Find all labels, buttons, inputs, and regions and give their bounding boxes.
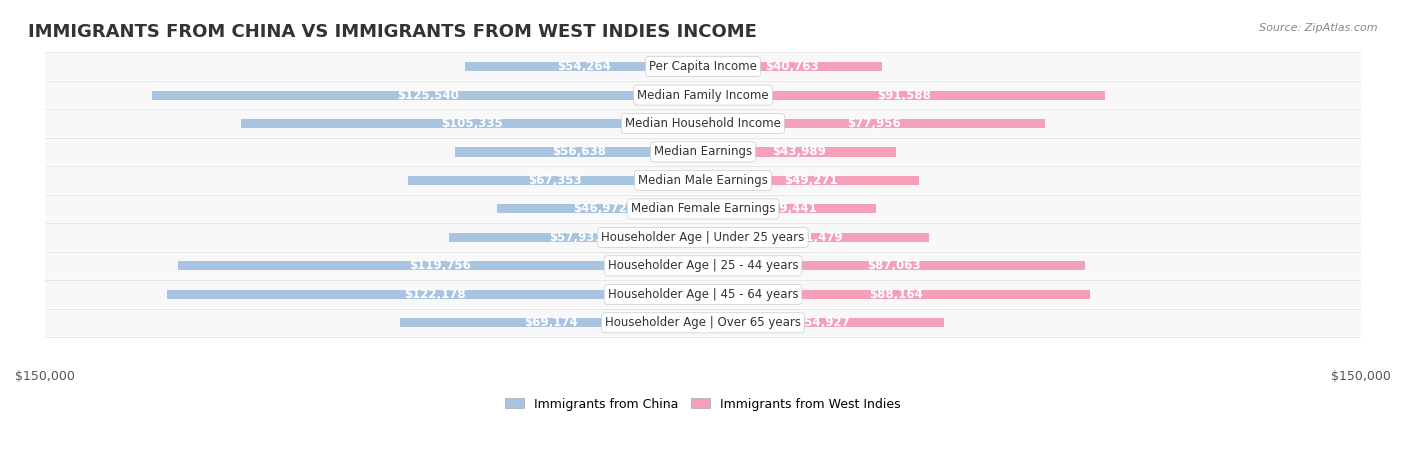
Bar: [703, 318, 943, 327]
Text: $57,931: $57,931: [550, 231, 603, 244]
Bar: [177, 262, 703, 270]
Text: $88,164: $88,164: [869, 288, 924, 301]
FancyBboxPatch shape: [45, 138, 1361, 166]
Text: $49,271: $49,271: [785, 174, 838, 187]
Text: Median Family Income: Median Family Income: [637, 89, 769, 101]
FancyBboxPatch shape: [45, 224, 1361, 251]
Text: $46,972: $46,972: [574, 202, 627, 215]
Text: Median Female Earnings: Median Female Earnings: [631, 202, 775, 215]
FancyBboxPatch shape: [45, 110, 1361, 137]
Text: Source: ZipAtlas.com: Source: ZipAtlas.com: [1260, 23, 1378, 33]
Text: Median Earnings: Median Earnings: [654, 146, 752, 158]
Text: Householder Age | 25 - 44 years: Householder Age | 25 - 44 years: [607, 259, 799, 272]
Bar: [703, 91, 1105, 99]
Text: $77,956: $77,956: [848, 117, 901, 130]
Text: $56,638: $56,638: [551, 146, 606, 158]
Text: Householder Age | Over 65 years: Householder Age | Over 65 years: [605, 316, 801, 329]
Bar: [167, 290, 703, 299]
FancyBboxPatch shape: [45, 195, 1361, 223]
Text: $119,756: $119,756: [409, 259, 471, 272]
Bar: [240, 119, 703, 128]
FancyBboxPatch shape: [45, 309, 1361, 336]
Text: $87,063: $87,063: [868, 259, 921, 272]
Bar: [454, 148, 703, 156]
Bar: [465, 62, 703, 71]
Text: $91,588: $91,588: [877, 89, 931, 101]
Text: $51,479: $51,479: [789, 231, 842, 244]
Text: Median Household Income: Median Household Income: [626, 117, 780, 130]
Bar: [152, 91, 703, 99]
Text: $40,763: $40,763: [766, 60, 820, 73]
Bar: [496, 205, 703, 213]
Bar: [703, 290, 1090, 299]
Text: Per Capita Income: Per Capita Income: [650, 60, 756, 73]
FancyBboxPatch shape: [45, 252, 1361, 280]
Text: Householder Age | 45 - 64 years: Householder Age | 45 - 64 years: [607, 288, 799, 301]
Text: $54,264: $54,264: [557, 60, 612, 73]
Text: $69,174: $69,174: [524, 316, 578, 329]
Text: IMMIGRANTS FROM CHINA VS IMMIGRANTS FROM WEST INDIES INCOME: IMMIGRANTS FROM CHINA VS IMMIGRANTS FROM…: [28, 23, 756, 42]
Text: Median Male Earnings: Median Male Earnings: [638, 174, 768, 187]
FancyBboxPatch shape: [45, 81, 1361, 109]
Bar: [703, 205, 876, 213]
Text: $39,441: $39,441: [762, 202, 817, 215]
Text: $43,989: $43,989: [772, 146, 827, 158]
Text: $122,178: $122,178: [404, 288, 465, 301]
Bar: [703, 262, 1085, 270]
Text: $125,540: $125,540: [396, 89, 458, 101]
Bar: [703, 176, 920, 185]
Text: Householder Age | Under 25 years: Householder Age | Under 25 years: [602, 231, 804, 244]
FancyBboxPatch shape: [45, 281, 1361, 308]
Text: $67,353: $67,353: [529, 174, 582, 187]
Bar: [703, 148, 896, 156]
Text: $54,927: $54,927: [797, 316, 851, 329]
FancyBboxPatch shape: [45, 167, 1361, 194]
Legend: Immigrants from China, Immigrants from West Indies: Immigrants from China, Immigrants from W…: [501, 393, 905, 416]
Bar: [703, 119, 1045, 128]
Text: $105,335: $105,335: [441, 117, 503, 130]
Bar: [449, 233, 703, 242]
Bar: [399, 318, 703, 327]
FancyBboxPatch shape: [45, 53, 1361, 80]
Bar: [703, 62, 882, 71]
Bar: [703, 233, 929, 242]
Bar: [408, 176, 703, 185]
